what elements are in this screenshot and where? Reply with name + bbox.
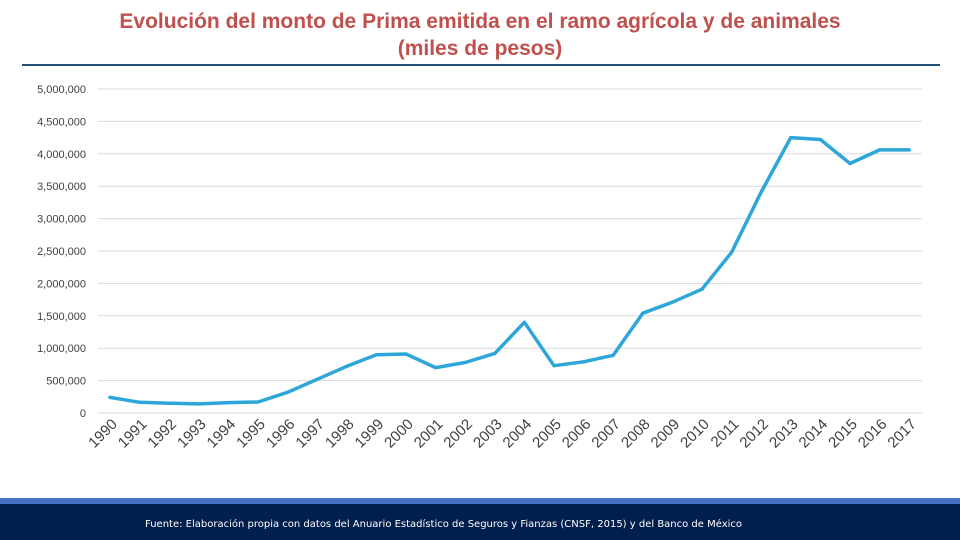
gridlines bbox=[98, 88, 922, 414]
data-point-1995 bbox=[256, 400, 260, 404]
x-tick-label-1994: 1994 bbox=[204, 416, 240, 452]
x-tick-label-2001: 2001 bbox=[411, 416, 447, 452]
x-tick-label-2000: 2000 bbox=[381, 416, 417, 452]
y-tick-label-2: 1,000,000 bbox=[37, 343, 86, 355]
data-point-1993 bbox=[197, 402, 201, 406]
data-point-2010 bbox=[700, 287, 704, 291]
y-tick-label-7: 3,500,000 bbox=[37, 181, 86, 193]
y-axis-tick-labels: 0 500,000 1,000,000 1,500,000 2,000,000 2,500… bbox=[37, 84, 86, 420]
x-tick-label-2014: 2014 bbox=[796, 416, 832, 452]
x-tick-label-2010: 2010 bbox=[677, 416, 713, 452]
data-point-1998 bbox=[345, 364, 349, 368]
x-tick-label-2017: 2017 bbox=[884, 416, 920, 452]
x-tick-label-2016: 2016 bbox=[855, 416, 891, 452]
x-tick-label-2013: 2013 bbox=[766, 416, 802, 452]
x-tick-label-1993: 1993 bbox=[174, 416, 210, 452]
data-point-2017 bbox=[907, 148, 911, 152]
y-tick-label-3: 1,500,000 bbox=[37, 311, 86, 323]
data-point-2015 bbox=[848, 161, 852, 166]
chart-title: Evolución del monto de Prima emitida en … bbox=[0, 8, 960, 62]
x-tick-label-2006: 2006 bbox=[559, 416, 595, 452]
x-tick-label-1992: 1992 bbox=[144, 416, 180, 452]
data-point-1997 bbox=[315, 377, 319, 381]
y-tick-label-9: 4,500,000 bbox=[37, 116, 86, 128]
x-tick-label-1991: 1991 bbox=[115, 416, 151, 452]
chart-title-line1: Evolución del monto de Prima emitida en … bbox=[119, 10, 841, 33]
data-point-1991 bbox=[138, 400, 142, 404]
x-tick-label-2009: 2009 bbox=[648, 416, 684, 452]
x-tick-label-2012: 2012 bbox=[736, 416, 772, 452]
data-point-1999 bbox=[374, 353, 378, 357]
data-point-1994 bbox=[226, 401, 230, 405]
x-tick-label-2003: 2003 bbox=[470, 416, 506, 452]
data-point-2000 bbox=[404, 352, 408, 356]
data-point-2009 bbox=[670, 300, 675, 304]
data-point-2002 bbox=[463, 360, 467, 365]
x-tick-label-2004: 2004 bbox=[500, 416, 536, 452]
data-point-1990 bbox=[108, 395, 112, 400]
y-tick-label-0: 0 bbox=[80, 408, 86, 420]
x-tick-label-2015: 2015 bbox=[825, 416, 861, 452]
data-point-2003 bbox=[493, 351, 497, 355]
data-point-2012 bbox=[759, 190, 763, 194]
x-axis-tick-labels: 1990199119921993199419951996199719981999… bbox=[85, 416, 920, 452]
x-tick-label-1997: 1997 bbox=[292, 416, 328, 452]
x-tick-label-1996: 1996 bbox=[263, 416, 299, 452]
footer-bar: Fuente: Elaboración propia con datos del… bbox=[0, 498, 960, 540]
data-point-2005 bbox=[552, 364, 556, 368]
title-underline bbox=[22, 64, 940, 66]
x-tick-label-2011: 2011 bbox=[708, 416, 743, 451]
data-point-2016 bbox=[878, 148, 882, 152]
source-note: Fuente: Elaboración propia con datos del… bbox=[145, 519, 743, 530]
series-line-0 bbox=[108, 135, 911, 406]
data-point-2011 bbox=[730, 250, 734, 254]
data-point-1992 bbox=[167, 401, 171, 405]
x-tick-label-1999: 1999 bbox=[352, 416, 388, 452]
x-tick-label-1995: 1995 bbox=[233, 416, 269, 452]
x-tick-label-2007: 2007 bbox=[588, 416, 624, 452]
x-tick-label-2002: 2002 bbox=[440, 416, 476, 452]
footer-accent-band bbox=[0, 498, 960, 504]
chart-title-line2: (miles de pesos) bbox=[397, 37, 563, 60]
data-point-2013 bbox=[789, 136, 793, 140]
x-tick-label-1990: 1990 bbox=[85, 416, 121, 452]
line-chart: 0 500,000 1,000,000 1,500,000 2,000,000 2,500… bbox=[37, 84, 922, 452]
y-tick-label-1: 500,000 bbox=[46, 376, 86, 388]
data-point-2008 bbox=[641, 311, 645, 315]
data-point-2007 bbox=[611, 353, 615, 357]
x-tick-label-2008: 2008 bbox=[618, 416, 654, 452]
x-tick-label-1998: 1998 bbox=[322, 416, 358, 452]
series-group bbox=[108, 135, 911, 406]
data-point-2014 bbox=[818, 137, 823, 142]
data-point-2006 bbox=[582, 360, 586, 364]
data-point-2001 bbox=[434, 366, 438, 370]
x-tick-label-2005: 2005 bbox=[529, 416, 565, 452]
y-tick-label-5: 2,500,000 bbox=[37, 246, 86, 258]
data-point-1996 bbox=[286, 390, 290, 394]
y-tick-label-6: 3,000,000 bbox=[37, 214, 86, 226]
y-tick-label-4: 2,000,000 bbox=[37, 278, 86, 290]
data-point-2004 bbox=[522, 320, 527, 324]
y-tick-label-8: 4,000,000 bbox=[37, 149, 86, 161]
y-tick-label-10: 5,000,000 bbox=[37, 84, 86, 96]
